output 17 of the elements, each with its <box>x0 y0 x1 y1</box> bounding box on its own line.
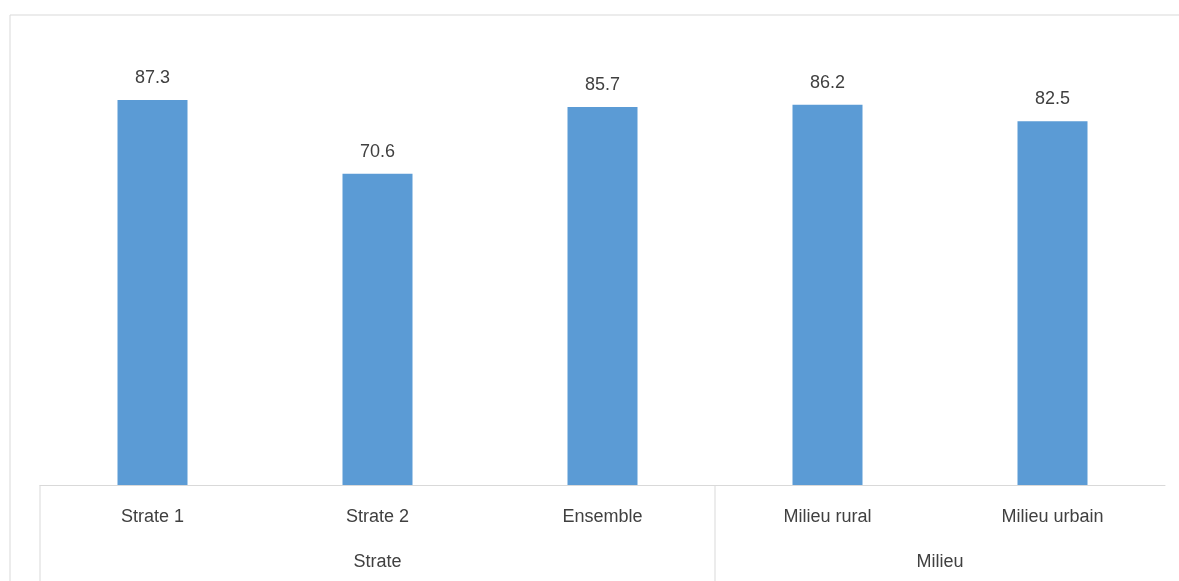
x-tick-label: Milieu urbain <box>1001 506 1104 526</box>
bar <box>567 107 638 485</box>
bar <box>342 173 413 485</box>
bar <box>117 100 188 485</box>
bar <box>1017 121 1088 485</box>
data-label: 70.6 <box>359 140 396 161</box>
data-label: 85.7 <box>584 74 621 95</box>
x-tick-label: Milieu rural <box>783 506 872 526</box>
text: Strate <box>353 551 402 571</box>
text: Milieu <box>916 551 964 571</box>
data-label: 87.3 <box>134 67 171 88</box>
data-label: 82.5 <box>1034 88 1071 109</box>
x-tick-label: Strate 2 <box>345 506 410 526</box>
x-tick-label: Strate 1 <box>120 506 185 526</box>
bar <box>792 104 863 485</box>
data-label: 86.2 <box>809 71 846 92</box>
x-tick-label: Ensemble <box>562 506 643 526</box>
